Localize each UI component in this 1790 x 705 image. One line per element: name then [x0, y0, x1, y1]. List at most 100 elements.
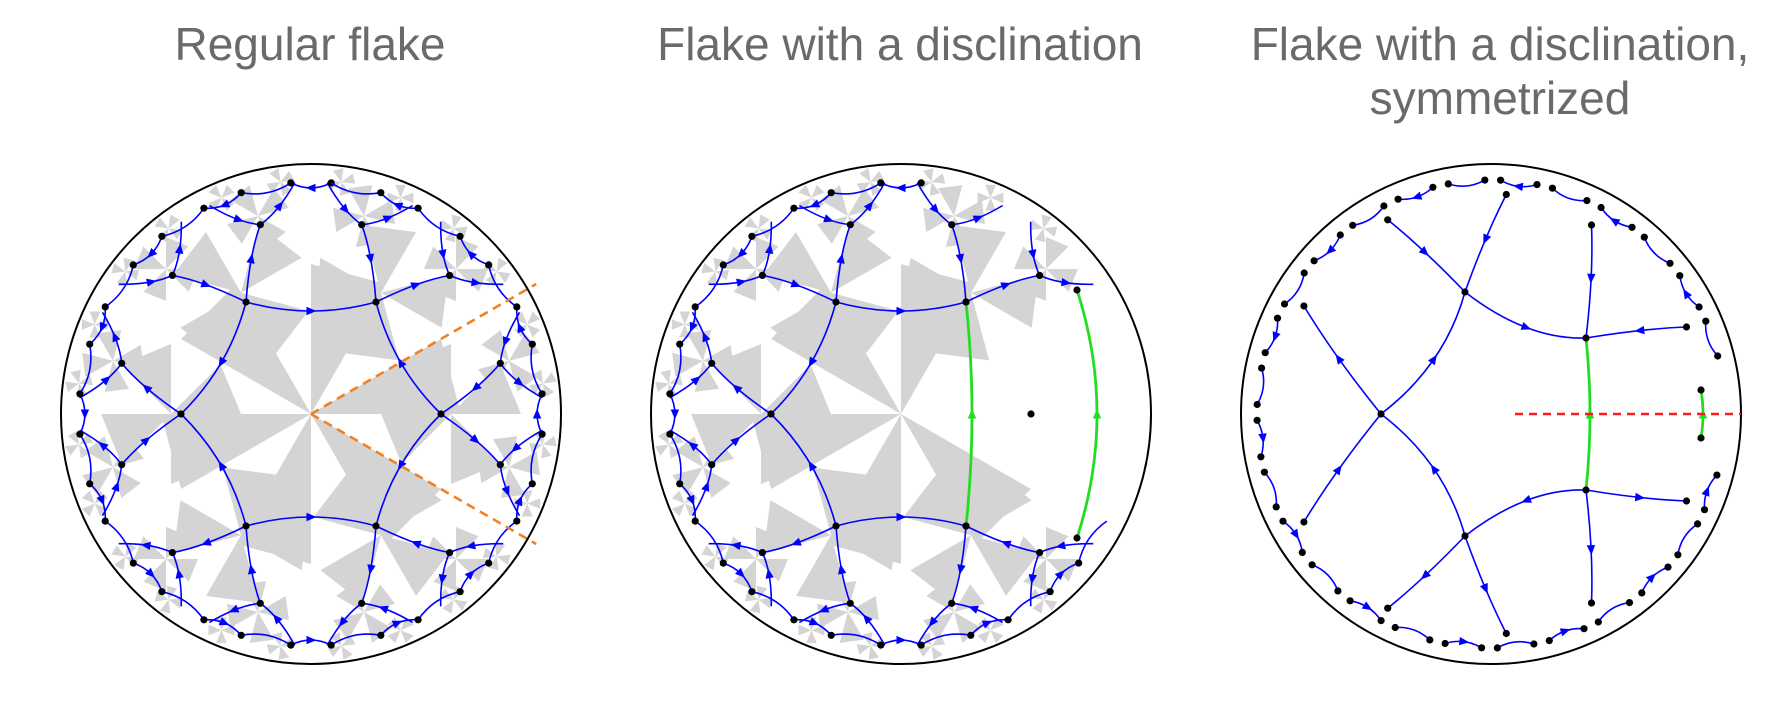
rim-edge-arrow: [146, 278, 157, 287]
spoke-edge-arrow: [367, 564, 376, 575]
vertex: [1713, 471, 1721, 479]
vertex: [129, 559, 137, 567]
scallop-edge: [1352, 205, 1385, 227]
shaded-triangle: [341, 646, 353, 660]
shaded-triangle: [977, 630, 991, 644]
vertex: [1694, 520, 1702, 528]
vertex: [414, 204, 422, 212]
shaded-triangle: [208, 624, 222, 636]
scallop-edge: [751, 590, 795, 621]
vertex: [827, 631, 835, 639]
vertex: [1533, 181, 1541, 189]
shaded-triangle: [990, 630, 1004, 644]
vertex: [168, 271, 176, 279]
vertex: [485, 261, 493, 269]
vertex: [917, 179, 925, 187]
scallop-edge-arrow: [467, 250, 477, 261]
outer-edge-arrow: [1587, 273, 1596, 284]
rim-edge-arrow: [972, 215, 984, 224]
shaded-triangle: [341, 634, 356, 646]
scallop-edge: [161, 590, 205, 621]
shaded-triangle: [85, 436, 113, 468]
shaded-triangle: [341, 173, 356, 184]
vertex: [748, 588, 756, 596]
scallop-edge: [1704, 321, 1719, 357]
scallop-edge: [1677, 523, 1699, 555]
shaded-triangle: [113, 344, 144, 370]
vertex: [513, 303, 521, 311]
shaded-triangle: [684, 503, 698, 517]
shaded-triangle: [79, 374, 93, 386]
vertex: [1279, 517, 1287, 525]
vertex: [177, 410, 185, 418]
rim-edge-arrow: [112, 331, 121, 343]
shaded-triangle: [346, 292, 400, 361]
scallop-edge: [920, 633, 971, 646]
shaded-triangle: [241, 292, 309, 354]
edge-arrow: [1520, 322, 1532, 330]
vertex: [948, 221, 956, 229]
vertex: [1377, 617, 1385, 625]
vertex: [287, 179, 295, 187]
panel-title-regular-flake: Regular flake: [174, 18, 446, 70]
shaded-triangle: [856, 644, 871, 655]
shaded-triangle: [101, 414, 171, 464]
shaded-triangle: [456, 527, 479, 559]
shaded-triangle: [400, 617, 414, 631]
vertex: [719, 261, 727, 269]
scallop-edge: [241, 633, 292, 646]
shaded-triangle: [527, 324, 541, 338]
spoke-edge-arrow: [469, 434, 480, 444]
shaded-triangle: [81, 490, 95, 504]
shaded-triangle: [173, 500, 241, 554]
shaded-triangle: [847, 188, 879, 216]
shaded-triangle: [669, 433, 683, 445]
vertex: [1682, 323, 1691, 331]
edge: [1464, 489, 1587, 537]
shaded-triangle: [89, 311, 101, 325]
shaded-triangle: [669, 374, 683, 386]
spoke-edge-arrow: [246, 253, 255, 264]
scallop-edge: [530, 344, 543, 395]
shaded-triangle: [82, 352, 113, 377]
shaded-triangle: [116, 271, 128, 286]
vertex: [917, 641, 925, 649]
rim-edge-arrow: [233, 214, 244, 223]
vertex: [1391, 623, 1399, 632]
vertex: [748, 232, 756, 240]
spoke-edge-arrow: [790, 279, 802, 288]
shaded-triangle: [671, 503, 685, 517]
shaded-triangle: [496, 257, 508, 272]
shaded-triangle: [744, 591, 759, 602]
shaded-triangle: [143, 559, 166, 591]
rim-edge-arrow: [1028, 574, 1037, 585]
scallop-edge: [1395, 626, 1431, 641]
rim-edge-arrow: [1028, 249, 1037, 260]
vertex: [1377, 410, 1385, 418]
shaded-triangle: [257, 188, 289, 216]
vertex: [832, 298, 840, 306]
scallop-edge: [1313, 234, 1342, 262]
shaded-triangle: [990, 192, 1004, 204]
rim-edge-arrow: [273, 201, 284, 212]
vertex: [158, 588, 166, 596]
shaded-triangle: [168, 214, 180, 229]
vertex: [158, 232, 166, 240]
scallop-edge-arrow: [218, 617, 230, 626]
rim-edge-arrow: [382, 215, 394, 224]
shaded-triangle: [715, 269, 730, 281]
shaded-triangle: [929, 182, 941, 196]
vertex: [1478, 644, 1486, 652]
shaded-triangle: [221, 624, 235, 636]
rim-edge-arrow: [1061, 278, 1072, 287]
spoke-edge-arrow: [732, 384, 743, 394]
shaded-triangle: [330, 632, 342, 646]
shaded-triangle: [831, 292, 899, 354]
flake-panel-1: [650, 163, 1152, 665]
vertex: [1493, 644, 1501, 652]
vertex: [76, 430, 84, 438]
poincare-disk-boundary: [1240, 163, 1742, 665]
shaded-triangle: [971, 274, 1039, 328]
scallop-edge: [1311, 564, 1339, 592]
outer-edge: [1585, 326, 1687, 339]
